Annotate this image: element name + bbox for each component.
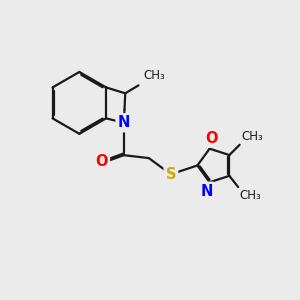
- Text: CH₃: CH₃: [143, 69, 165, 82]
- Text: S: S: [166, 167, 176, 182]
- Text: CH₃: CH₃: [240, 188, 261, 202]
- Text: CH₃: CH₃: [241, 130, 263, 143]
- Text: N: N: [118, 115, 130, 130]
- Text: N: N: [200, 184, 213, 199]
- Text: O: O: [95, 154, 108, 169]
- Text: O: O: [205, 131, 217, 146]
